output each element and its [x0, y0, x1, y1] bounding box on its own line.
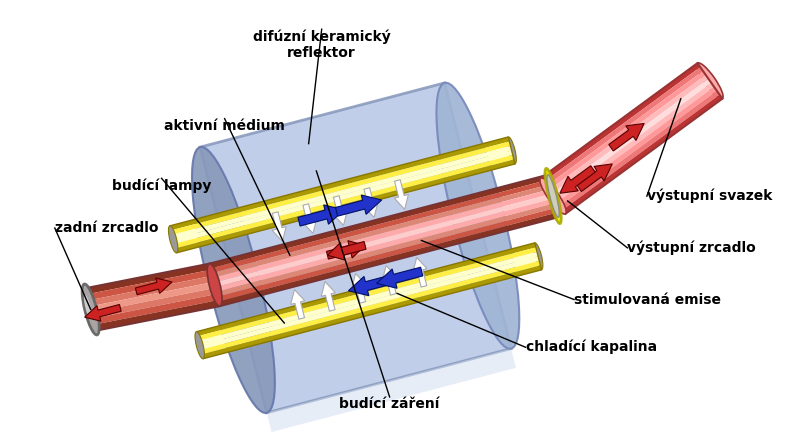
Polygon shape [546, 71, 706, 190]
Polygon shape [135, 278, 172, 295]
Text: budící záření: budící záření [339, 397, 440, 411]
Polygon shape [201, 261, 540, 354]
Polygon shape [382, 266, 397, 295]
Text: zadní zrcadlo: zadní zrcadlo [54, 221, 158, 235]
Polygon shape [200, 83, 511, 413]
Text: aktivní médium: aktivní médium [164, 119, 285, 133]
Ellipse shape [507, 137, 516, 164]
Polygon shape [94, 300, 218, 331]
Polygon shape [91, 288, 216, 319]
Polygon shape [302, 204, 317, 233]
Polygon shape [364, 188, 378, 217]
Polygon shape [218, 208, 558, 302]
Ellipse shape [195, 332, 205, 359]
Text: stimulovaná emise: stimulovaná emise [574, 293, 721, 306]
Polygon shape [348, 275, 394, 296]
Text: difúzní keramický
reflektor: difúzní keramický reflektor [253, 29, 390, 60]
Polygon shape [377, 267, 422, 288]
Polygon shape [562, 95, 722, 214]
Polygon shape [90, 282, 215, 313]
Polygon shape [334, 196, 347, 225]
Text: chladící kapalina: chladící kapalina [526, 340, 657, 354]
Polygon shape [327, 241, 366, 260]
Ellipse shape [540, 178, 566, 214]
Polygon shape [217, 203, 556, 297]
Ellipse shape [545, 168, 562, 224]
Polygon shape [272, 212, 286, 241]
Polygon shape [549, 75, 709, 194]
Ellipse shape [192, 147, 275, 413]
Text: výstupní svazek: výstupní svazek [647, 189, 772, 203]
Polygon shape [413, 258, 427, 287]
Ellipse shape [437, 83, 519, 349]
Polygon shape [202, 265, 542, 359]
Polygon shape [198, 252, 538, 345]
Polygon shape [89, 276, 214, 306]
Polygon shape [200, 256, 539, 350]
Polygon shape [173, 151, 513, 244]
Polygon shape [394, 180, 409, 209]
Ellipse shape [546, 175, 561, 217]
Polygon shape [212, 184, 551, 278]
Polygon shape [85, 305, 121, 321]
Text: budící lampy: budící lampy [112, 178, 211, 193]
Polygon shape [560, 166, 595, 193]
Polygon shape [577, 164, 612, 191]
Ellipse shape [534, 243, 543, 270]
Polygon shape [214, 194, 554, 287]
Polygon shape [196, 243, 536, 336]
Polygon shape [88, 270, 213, 300]
Polygon shape [322, 281, 335, 311]
Text: výstupní zrcadlo: výstupní zrcadlo [627, 241, 756, 255]
Ellipse shape [84, 288, 98, 331]
Polygon shape [175, 159, 515, 253]
Polygon shape [171, 142, 510, 235]
Polygon shape [210, 175, 549, 268]
Polygon shape [174, 155, 514, 248]
Polygon shape [210, 180, 550, 273]
Ellipse shape [207, 264, 222, 306]
Polygon shape [552, 79, 711, 198]
Polygon shape [609, 124, 644, 151]
Polygon shape [298, 205, 344, 226]
Ellipse shape [84, 295, 92, 318]
Polygon shape [172, 146, 512, 239]
Polygon shape [218, 212, 558, 306]
Ellipse shape [547, 175, 559, 217]
Polygon shape [326, 241, 365, 259]
Polygon shape [170, 137, 510, 230]
Ellipse shape [82, 284, 99, 335]
Ellipse shape [169, 226, 178, 253]
Polygon shape [86, 263, 212, 294]
Polygon shape [93, 294, 218, 325]
Ellipse shape [208, 263, 222, 306]
Polygon shape [335, 195, 382, 216]
Polygon shape [198, 247, 537, 341]
Polygon shape [215, 198, 555, 292]
Polygon shape [266, 349, 516, 432]
Polygon shape [558, 87, 717, 206]
Polygon shape [290, 289, 305, 319]
Polygon shape [554, 83, 714, 202]
Polygon shape [213, 189, 553, 283]
Polygon shape [352, 274, 366, 303]
Polygon shape [560, 91, 719, 210]
Polygon shape [541, 63, 700, 182]
Polygon shape [543, 67, 703, 186]
Ellipse shape [697, 63, 723, 99]
